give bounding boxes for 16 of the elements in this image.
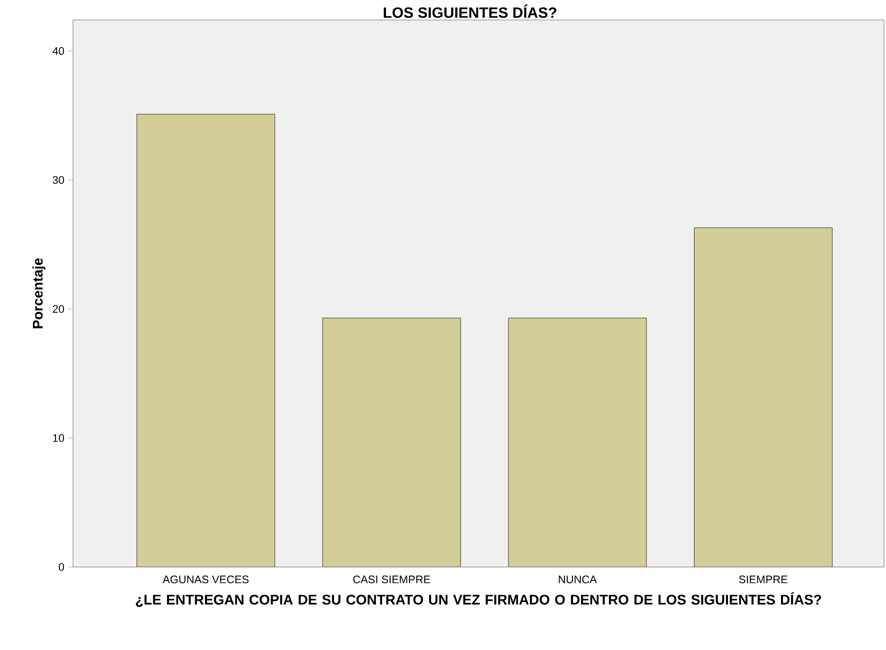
y-tick-label: 40 [52, 47, 64, 55]
bar [694, 228, 832, 567]
y-axis-title: Porcentaje [32, 258, 46, 328]
x-tick-label: CASI SIEMPRE [353, 576, 430, 584]
y-tick-label: 20 [52, 305, 64, 313]
y-tick-label: 10 [53, 434, 64, 442]
bar [136, 114, 276, 567]
x-tick-label: AGUNAS VECES [162, 576, 249, 584]
bar [322, 318, 461, 567]
y-tick-label: 30 [52, 176, 64, 184]
chart-title: LOS SIGUIENTES DÍAS? [384, 4, 556, 18]
x-tick-label: NUNCA [558, 576, 597, 584]
y-tick-label: 0 [58, 563, 64, 571]
x-tick-label: SIEMPRE [739, 576, 788, 584]
x-axis-title: ¿LE ENTREGAN COPIA DE SU CONTRATO UN VEZ FIRMADO O DENTRO DE LOS SIGUIENTES DÍAS? [136, 592, 822, 607]
bar [508, 318, 646, 567]
